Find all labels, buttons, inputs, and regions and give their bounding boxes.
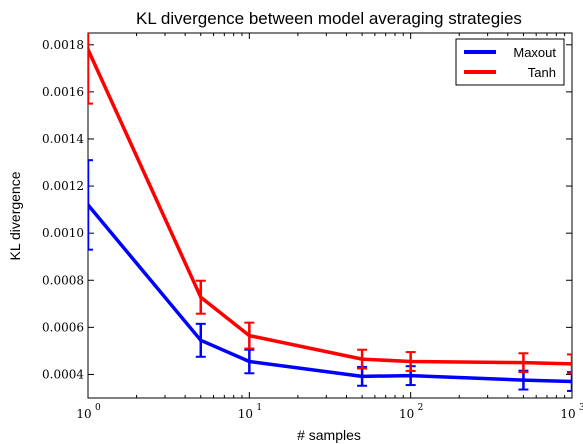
data-point (88, 203, 90, 207)
data-point (521, 378, 526, 382)
y-axis-label: KL divergence (7, 171, 23, 260)
series-line-tanh (88, 48, 572, 366)
data-point (198, 295, 203, 300)
x-tick-label: 10 (76, 407, 91, 421)
x-axis-ticks: 10 0 10 1 10 2 10 3 (76, 33, 583, 421)
data-point (570, 362, 572, 366)
x-tick-label: 10 (238, 407, 253, 421)
data-point (247, 359, 252, 364)
y-tick-label: 0.0014 (42, 132, 84, 146)
data-point (198, 338, 203, 343)
chart-title: KL divergence between model averaging st… (136, 9, 522, 28)
y-axis-ticks: 0.0004 0.0006 0.0008 0.0010 0.0012 0.0014 0.00… (42, 38, 572, 381)
data-point (408, 373, 413, 378)
y-tick-label: 0.0004 (42, 367, 84, 381)
y-tick-label: 0.0006 (42, 320, 84, 334)
data-point (247, 333, 252, 338)
plot-area (87, 32, 573, 399)
data-point (570, 379, 572, 384)
legend-label-tanh: Tanh (528, 65, 556, 80)
x-tick-label: 10 (399, 407, 414, 421)
series-line-maxout (88, 203, 572, 384)
x-tick-exponent: 1 (256, 403, 262, 413)
x-axis-label: # samples (297, 427, 361, 443)
data-point (521, 360, 526, 365)
series-layer (88, 33, 572, 392)
y-tick-label: 0.0016 (42, 85, 84, 99)
data-point (360, 374, 364, 379)
x-tick-exponent: 2 (418, 403, 424, 413)
legend-box (455, 38, 565, 86)
data-point (360, 357, 364, 361)
y-tick-label: 0.0008 (42, 273, 84, 287)
data-point (88, 47, 90, 52)
y-tick-label: 0.0018 (42, 38, 84, 52)
legend-label-maxout: Maxout (513, 45, 556, 60)
data-point (408, 359, 413, 364)
x-tick-exponent: 3 (579, 403, 583, 413)
y-tick-label: 0.0010 (42, 226, 84, 240)
legend: Maxout Tanh (455, 38, 565, 86)
x-tick-exponent: 0 (95, 403, 101, 413)
x-tick-label: 10 (560, 407, 575, 421)
y-tick-label: 0.0012 (42, 179, 84, 193)
